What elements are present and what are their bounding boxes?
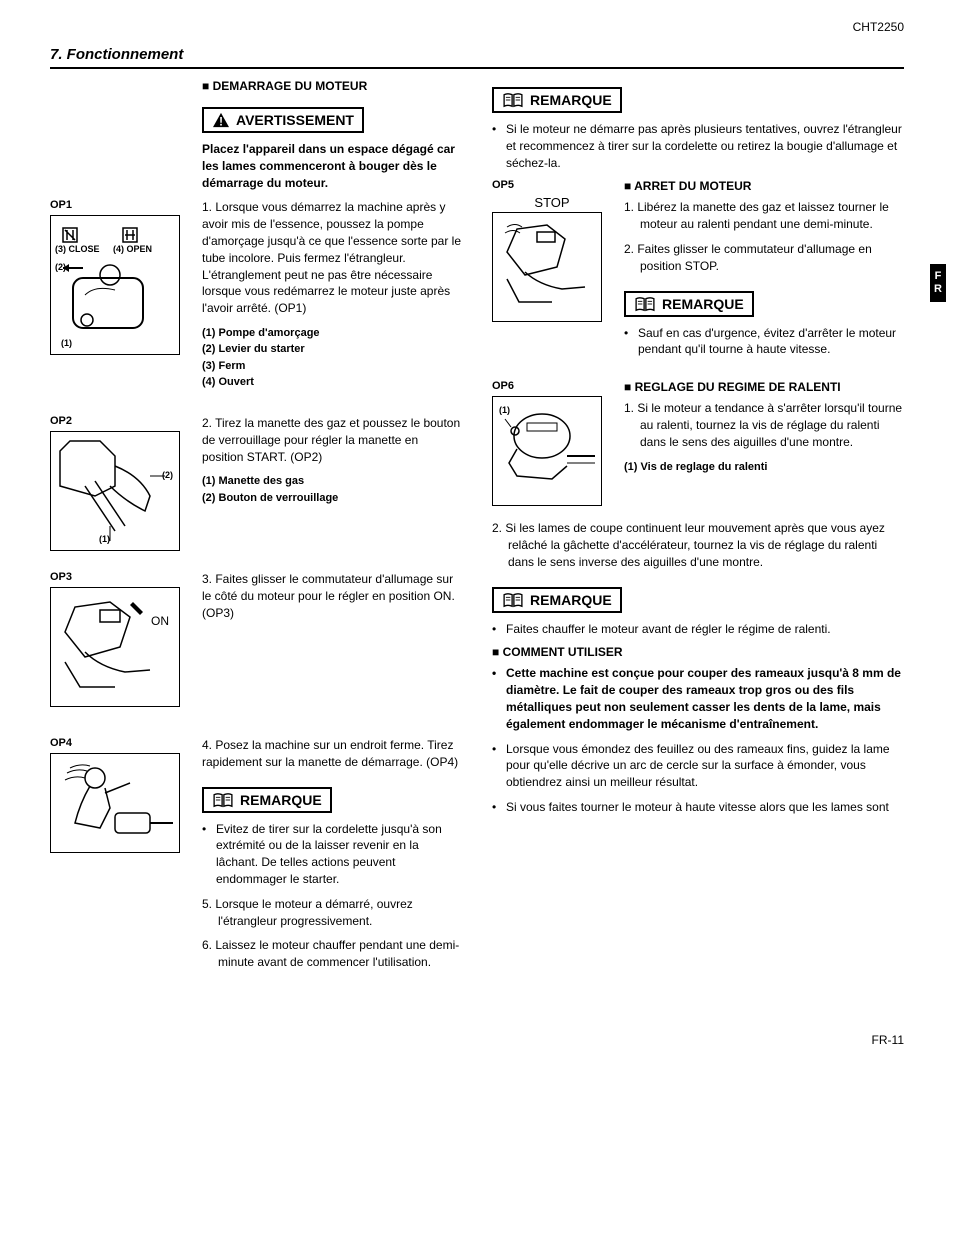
manual-icon (212, 792, 234, 808)
op1-row: OP1 (50, 199, 462, 401)
op4-figure (50, 753, 180, 853)
manual-icon (634, 296, 656, 312)
op6-row: OP6 (1) (492, 380, 904, 506)
page-footer: FR-11 (50, 1033, 904, 1047)
right-column: REMARQUE Si le moteur ne démarre pas apr… (492, 79, 904, 993)
arret-step2: 2. Faites glisser le commutateur d'allum… (624, 241, 904, 275)
utiliser-b2: Lorsque vous émondez des feuillez ou des… (492, 741, 904, 791)
manual-icon (502, 92, 524, 108)
op1-fig-close: (3) CLOSE (55, 244, 100, 254)
op6-label: OP6 (492, 380, 612, 392)
op4-label: OP4 (50, 737, 190, 749)
warning-callout: ! AVERTISSEMENT (202, 107, 364, 133)
op2-legend: (1) Manette des gas (2) Bouton de verrou… (202, 473, 462, 506)
op4-diagram (55, 758, 175, 848)
op6-fig-1: (1) (499, 405, 510, 415)
op1-step: 1. Lorsque vous démarrez la machine aprè… (202, 199, 462, 317)
remarque3-bullet: Sauf en cas d'urgence, évitez d'arrêter … (624, 325, 904, 359)
utiliser-b3: Si vous faites tourner le moteur à haute… (492, 799, 904, 816)
arret-step1: 1. Libérez la manette des gaz et laissez… (624, 199, 904, 233)
op4-step: 4. Posez la machine sur un endroit ferme… (202, 737, 462, 771)
op5-row: OP5 STOP ARRET DU MOTEUR (492, 179, 904, 366)
section-title: 7. Fonctionnement (50, 46, 904, 69)
svg-text:!: ! (219, 116, 223, 128)
remarque2-callout: REMARQUE (492, 87, 622, 113)
subhead-utiliser: COMMENT UTILISER (492, 645, 904, 659)
remarque4-bullet: Faites chauffer le moteur avant de régle… (492, 621, 904, 638)
op3-label: OP3 (50, 571, 190, 583)
op2-row: OP2 (2) (1) (50, 415, 462, 551)
op3-figure: ON (50, 587, 180, 707)
tab-line-2: R (934, 283, 942, 296)
remarque2-label: REMARQUE (530, 92, 612, 108)
subhead-demarrage: DEMARRAGE DU MOTEUR (202, 79, 462, 93)
step6: 6. Laissez le moteur chauffer pendant un… (202, 937, 462, 971)
reglage-step1: 1. Si le moteur a tendance à s'arrêter l… (624, 400, 904, 450)
op2-step: 2. Tirez la manette des gaz et poussez l… (202, 415, 462, 465)
op5-stop: STOP (492, 195, 612, 210)
remarque4-callout: REMARQUE (492, 587, 622, 613)
remarque3-callout: REMARQUE (624, 291, 754, 317)
language-tab: F R (930, 264, 946, 302)
header-model: CHT2250 (50, 20, 904, 34)
left-column: DEMARRAGE DU MOTEUR ! AVERTISSEMENT Plac… (50, 79, 462, 993)
subhead-reglage: REGLAGE DU REGIME DE RALENTI (624, 380, 904, 394)
remarque1-label: REMARQUE (240, 792, 322, 808)
op3-fig-on: ON (151, 614, 169, 628)
op6-figure: (1) (492, 396, 602, 506)
remarque1-bullet: Evitez de tirer sur la cordelette jusqu'… (202, 821, 462, 888)
subhead-arret: ARRET DU MOTEUR (624, 179, 904, 193)
op1-label: OP1 (50, 199, 190, 211)
op3-row: OP3 ON 3. Faites glisser (50, 571, 462, 707)
warning-text: Placez l'appareil dans un espace dégagé … (202, 141, 462, 191)
op1-fig-2: (2) (55, 262, 66, 272)
op3-step: 3. Faites glisser le commutateur d'allum… (202, 571, 462, 621)
op4-row: OP4 4. Posez la machin (50, 737, 462, 979)
op2-label: OP2 (50, 415, 190, 427)
op6-diagram (497, 401, 597, 501)
op2-figure: (2) (1) (50, 431, 180, 551)
op3-diagram (55, 592, 175, 702)
op2-fig-2: (2) (162, 470, 173, 480)
remarque2-bullet: Si le moteur ne démarre pas après plusie… (492, 121, 904, 171)
op1-diagram (55, 220, 175, 350)
op5-label: OP5 (492, 179, 612, 191)
reglage-step2: 2. Si les lames de coupe continuent leur… (492, 520, 904, 570)
manual-icon (502, 592, 524, 608)
reglage-legend: (1) Vis de reglage du ralenti (624, 459, 904, 476)
op1-figure: (3) CLOSE (4) OPEN (2) (1) (50, 215, 180, 355)
op2-diagram (55, 436, 175, 546)
tab-line-1: F (934, 270, 942, 283)
op5-figure (492, 212, 602, 322)
op1-fig-1: (1) (61, 338, 72, 348)
warning-label: AVERTISSEMENT (236, 112, 354, 128)
op1-legend: (1) Pompe d'amorçage (2) Levier du start… (202, 325, 462, 391)
op2-fig-1: (1) (99, 534, 110, 544)
remarque3-label: REMARQUE (662, 296, 744, 312)
op1-fig-open: (4) OPEN (113, 244, 152, 254)
warning-triangle-icon: ! (212, 112, 230, 128)
utiliser-b1: Cette machine est conçue pour couper des… (492, 665, 904, 732)
remarque1-callout: REMARQUE (202, 787, 332, 813)
remarque4-label: REMARQUE (530, 592, 612, 608)
two-column-layout: DEMARRAGE DU MOTEUR ! AVERTISSEMENT Plac… (50, 79, 904, 993)
op5-diagram (497, 217, 597, 317)
step5: 5. Lorsque le moteur a démarré, ouvrez l… (202, 896, 462, 930)
